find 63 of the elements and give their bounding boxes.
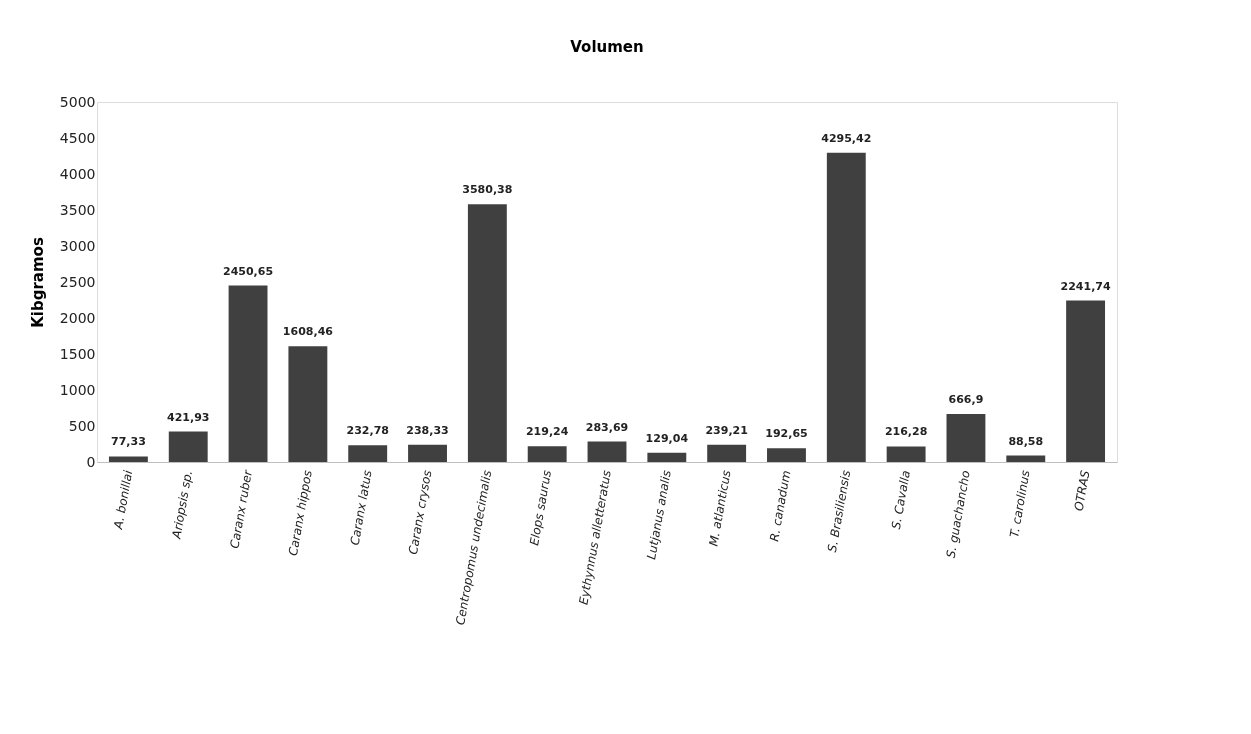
bar [587,441,627,462]
data-label: 77,33 [111,435,146,449]
y-tick-label: 3000 [59,237,96,254]
y-tick-label: 2000 [59,309,96,326]
bar [886,446,926,462]
data-label: 421,93 [167,410,210,424]
x-tick-label: T. carolinus [1007,469,1033,539]
bar [946,413,986,462]
bar [1066,300,1106,462]
x-tick-label: R. canadum [767,469,794,543]
bar [348,445,388,462]
bar [408,444,447,462]
y-tick-label: 1000 [59,381,96,398]
x-tick-label: S. Cavalla [888,469,914,531]
y-tick-label: 5000 [59,93,96,110]
data-label: 238,33 [406,423,449,437]
x-tick-label: Caranx hippos [286,469,315,557]
x-tick-label: S. Brasiliensis [825,469,854,554]
bar [707,444,747,462]
x-tick-label: Caranx crysos [405,469,435,556]
y-axis-title: Kibgramos [28,237,47,328]
data-label: 666,9 [948,392,984,406]
data-label: 232,78 [346,424,389,438]
y-tick-label: 2500 [59,273,96,290]
y-tick-label: 1500 [59,345,96,362]
bar [647,452,687,462]
bar [467,204,507,462]
bar [826,152,866,462]
data-label: 129,04 [645,431,689,445]
data-label: 2450,65 [223,264,274,278]
x-tick-label: OTRAS [1071,468,1093,513]
data-label: 192,65 [765,427,808,441]
x-tick-label: Eythynnus alletteratus [576,469,614,606]
bar [108,456,148,462]
data-label: 2241,74 [1060,279,1111,293]
x-tick-label: Lutjanus analis [644,469,674,561]
x-tick-label: Caranx latus [347,469,375,547]
bar [288,346,328,462]
x-tick-label: M. atlanticus [706,469,734,548]
data-label: 283,69 [585,420,629,434]
data-label: 3580,38 [462,183,513,197]
bar [1006,455,1046,462]
y-tick-label: 3500 [59,201,96,218]
x-tick-label: Caranx ruber [227,468,256,550]
data-label: 1608,46 [282,325,334,339]
bar [527,446,567,462]
y-tick-label: 500 [68,417,96,434]
data-label: 216,28 [884,425,928,439]
bar [168,431,208,462]
y-tick-label: 4500 [59,129,96,146]
chart-title: Volumen [570,38,644,56]
data-label: 88,58 [1008,434,1044,448]
bar [767,448,806,462]
x-tick-label: Ariopsis sp. [169,469,196,541]
x-tick-label: S. guachancho [943,469,973,559]
data-label: 239,21 [705,423,748,437]
y-tick-label: 4000 [59,165,96,182]
x-tick-label: Elops saurus [527,469,555,547]
data-label: 4295,42 [821,131,872,145]
x-tick-label: A. bonillai [111,468,136,532]
data-label: 219,24 [525,425,569,439]
y-tick-label: 0 [86,453,96,470]
bar [228,285,268,462]
